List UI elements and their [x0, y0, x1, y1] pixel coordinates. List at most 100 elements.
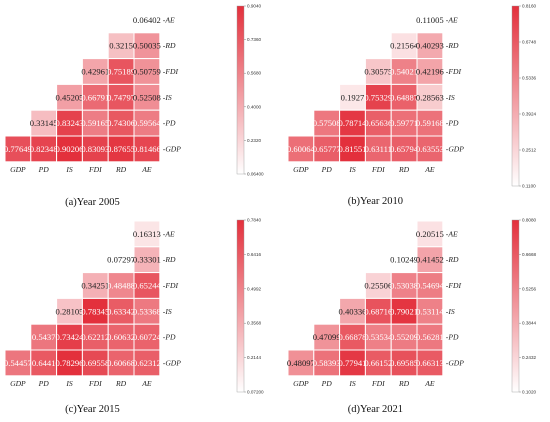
colorbar-tick-label: 0.2144 [247, 355, 261, 360]
cell-value-label: 0.83093 [81, 144, 109, 154]
column-label: GDP [293, 165, 309, 174]
row-label: -PD [446, 333, 459, 342]
heatmap-cell [416, 83, 444, 111]
cell-value-label: 0.66791 [81, 92, 109, 102]
colorbar-tick-label: 0.1100 [522, 184, 536, 189]
cell-value-label: 0.10249 [390, 255, 418, 265]
row-label: -IS [446, 93, 455, 102]
row-label: -PD [446, 119, 459, 128]
colorbar-tick-label: 0.07200 [247, 390, 264, 395]
heatmap-cell [81, 272, 109, 299]
column-label: GDP [293, 379, 309, 388]
cell-value-label: 0.82348 [30, 144, 58, 154]
heatmap-cell [313, 135, 341, 163]
heatmap-cell [81, 323, 109, 351]
cell-value-label: 0.78296 [56, 358, 85, 368]
heatmap-cell [107, 109, 135, 137]
heatmap-cell [390, 297, 418, 325]
row-label: -RD [446, 255, 459, 264]
heatmap-cell [416, 109, 444, 137]
column-label: FDI [371, 165, 385, 174]
colorbar-tick-label: 0.7840 [247, 218, 261, 223]
row-label: -RD [446, 41, 459, 50]
row-label: -GDP [446, 358, 464, 367]
cell-value-label: 0.62312 [133, 358, 161, 368]
cell-value-label: 0.65636 [364, 118, 393, 128]
cell-value-label: 0.45205 [56, 92, 84, 102]
heatmap-cell [133, 246, 161, 274]
cell-value-label: 0.33301 [133, 255, 161, 265]
colorbar-tick-label: 0.7360 [247, 37, 261, 42]
cell-value-label: 0.47099 [313, 332, 341, 342]
cell-value-label: 0.69585 [390, 358, 418, 368]
row-label: -AE [446, 229, 458, 238]
heatmap-cell [390, 32, 418, 60]
heatmap-cell [339, 109, 366, 137]
cell-value-label: 0.58393 [313, 358, 341, 368]
row-label: -AE [163, 229, 175, 238]
colorbar-tick-label: 0.1020 [522, 390, 536, 395]
row-label: -AE [163, 15, 175, 24]
heatmap-cell [416, 349, 444, 377]
row-label: -PD [163, 119, 176, 128]
colorbar-tick-label: 0.6748 [522, 40, 536, 45]
cell-value-label: 0.74797 [107, 92, 136, 102]
column-label: RD [398, 379, 410, 388]
colorbar-tick-label: 0.8160 [522, 4, 536, 9]
heatmap-cell [133, 58, 161, 85]
cell-value-label: 0.56281 [416, 332, 444, 342]
heatmap-cell [107, 297, 135, 325]
cell-value-label: 0.59771 [390, 118, 418, 128]
row-label: -GDP [163, 358, 181, 367]
heatmap-cell [133, 323, 161, 351]
column-label: GDP [10, 165, 26, 174]
cell-value-label: 0.54021 [390, 67, 418, 77]
heatmap-cell [339, 83, 366, 111]
cell-value-label: 0.6441 [32, 358, 56, 368]
column-label: PD [38, 165, 50, 174]
column-label: RD [115, 165, 127, 174]
colorbar [511, 5, 520, 187]
cell-value-label: 0.65244 [133, 281, 162, 291]
column-label: PD [321, 165, 333, 174]
row-label: -IS [163, 93, 172, 102]
heatmap-cell [313, 109, 341, 137]
cell-value-label: 0.40293 [416, 41, 444, 51]
cell-value-label: 0.50759 [133, 67, 161, 77]
column-label: PD [38, 379, 50, 388]
colorbar-tick-label: 0.4992 [247, 286, 261, 291]
column-label: IS [65, 165, 73, 174]
cell-value-label: 0.64887 [390, 92, 419, 102]
column-label: IS [65, 379, 73, 388]
cell-value-label: 0.66152 [364, 358, 392, 368]
heatmap-cell [390, 135, 418, 163]
cell-value-label: 0.62212 [81, 332, 109, 342]
colorbar-tick-label: 0.2432 [522, 355, 536, 360]
cell-value-label: 0.33145 [30, 118, 58, 128]
heatmap-cell [81, 349, 109, 377]
row-label: -RD [163, 41, 176, 50]
cell-value-label: 0.59165 [81, 118, 109, 128]
cell-value-label: 0.53114 [416, 306, 444, 316]
colorbar-tick-label: 0.06400 [247, 172, 264, 177]
row-label: -AE [446, 15, 458, 24]
cell-value-label: 0.66878 [339, 332, 367, 342]
column-label: RD [115, 379, 127, 388]
column-label: IS [348, 379, 356, 388]
cell-value-label: 0.73424 [56, 332, 85, 342]
column-label: RD [398, 165, 410, 174]
colorbar-tick-label: 0.3844 [522, 321, 536, 326]
cell-value-label: 0.41452 [416, 255, 444, 265]
colorbar [511, 219, 520, 393]
colorbar-tick-label: 0.2320 [247, 138, 261, 143]
heatmap-cell [30, 135, 58, 163]
row-label: -FDI [446, 67, 462, 76]
row-label: -GDP [446, 144, 464, 153]
heatmap-cell [313, 349, 341, 377]
cell-value-label: 0.53534 [364, 332, 393, 342]
cell-value-label: 0.90206 [56, 144, 85, 154]
cell-value-label: 0.53038 [390, 281, 418, 291]
